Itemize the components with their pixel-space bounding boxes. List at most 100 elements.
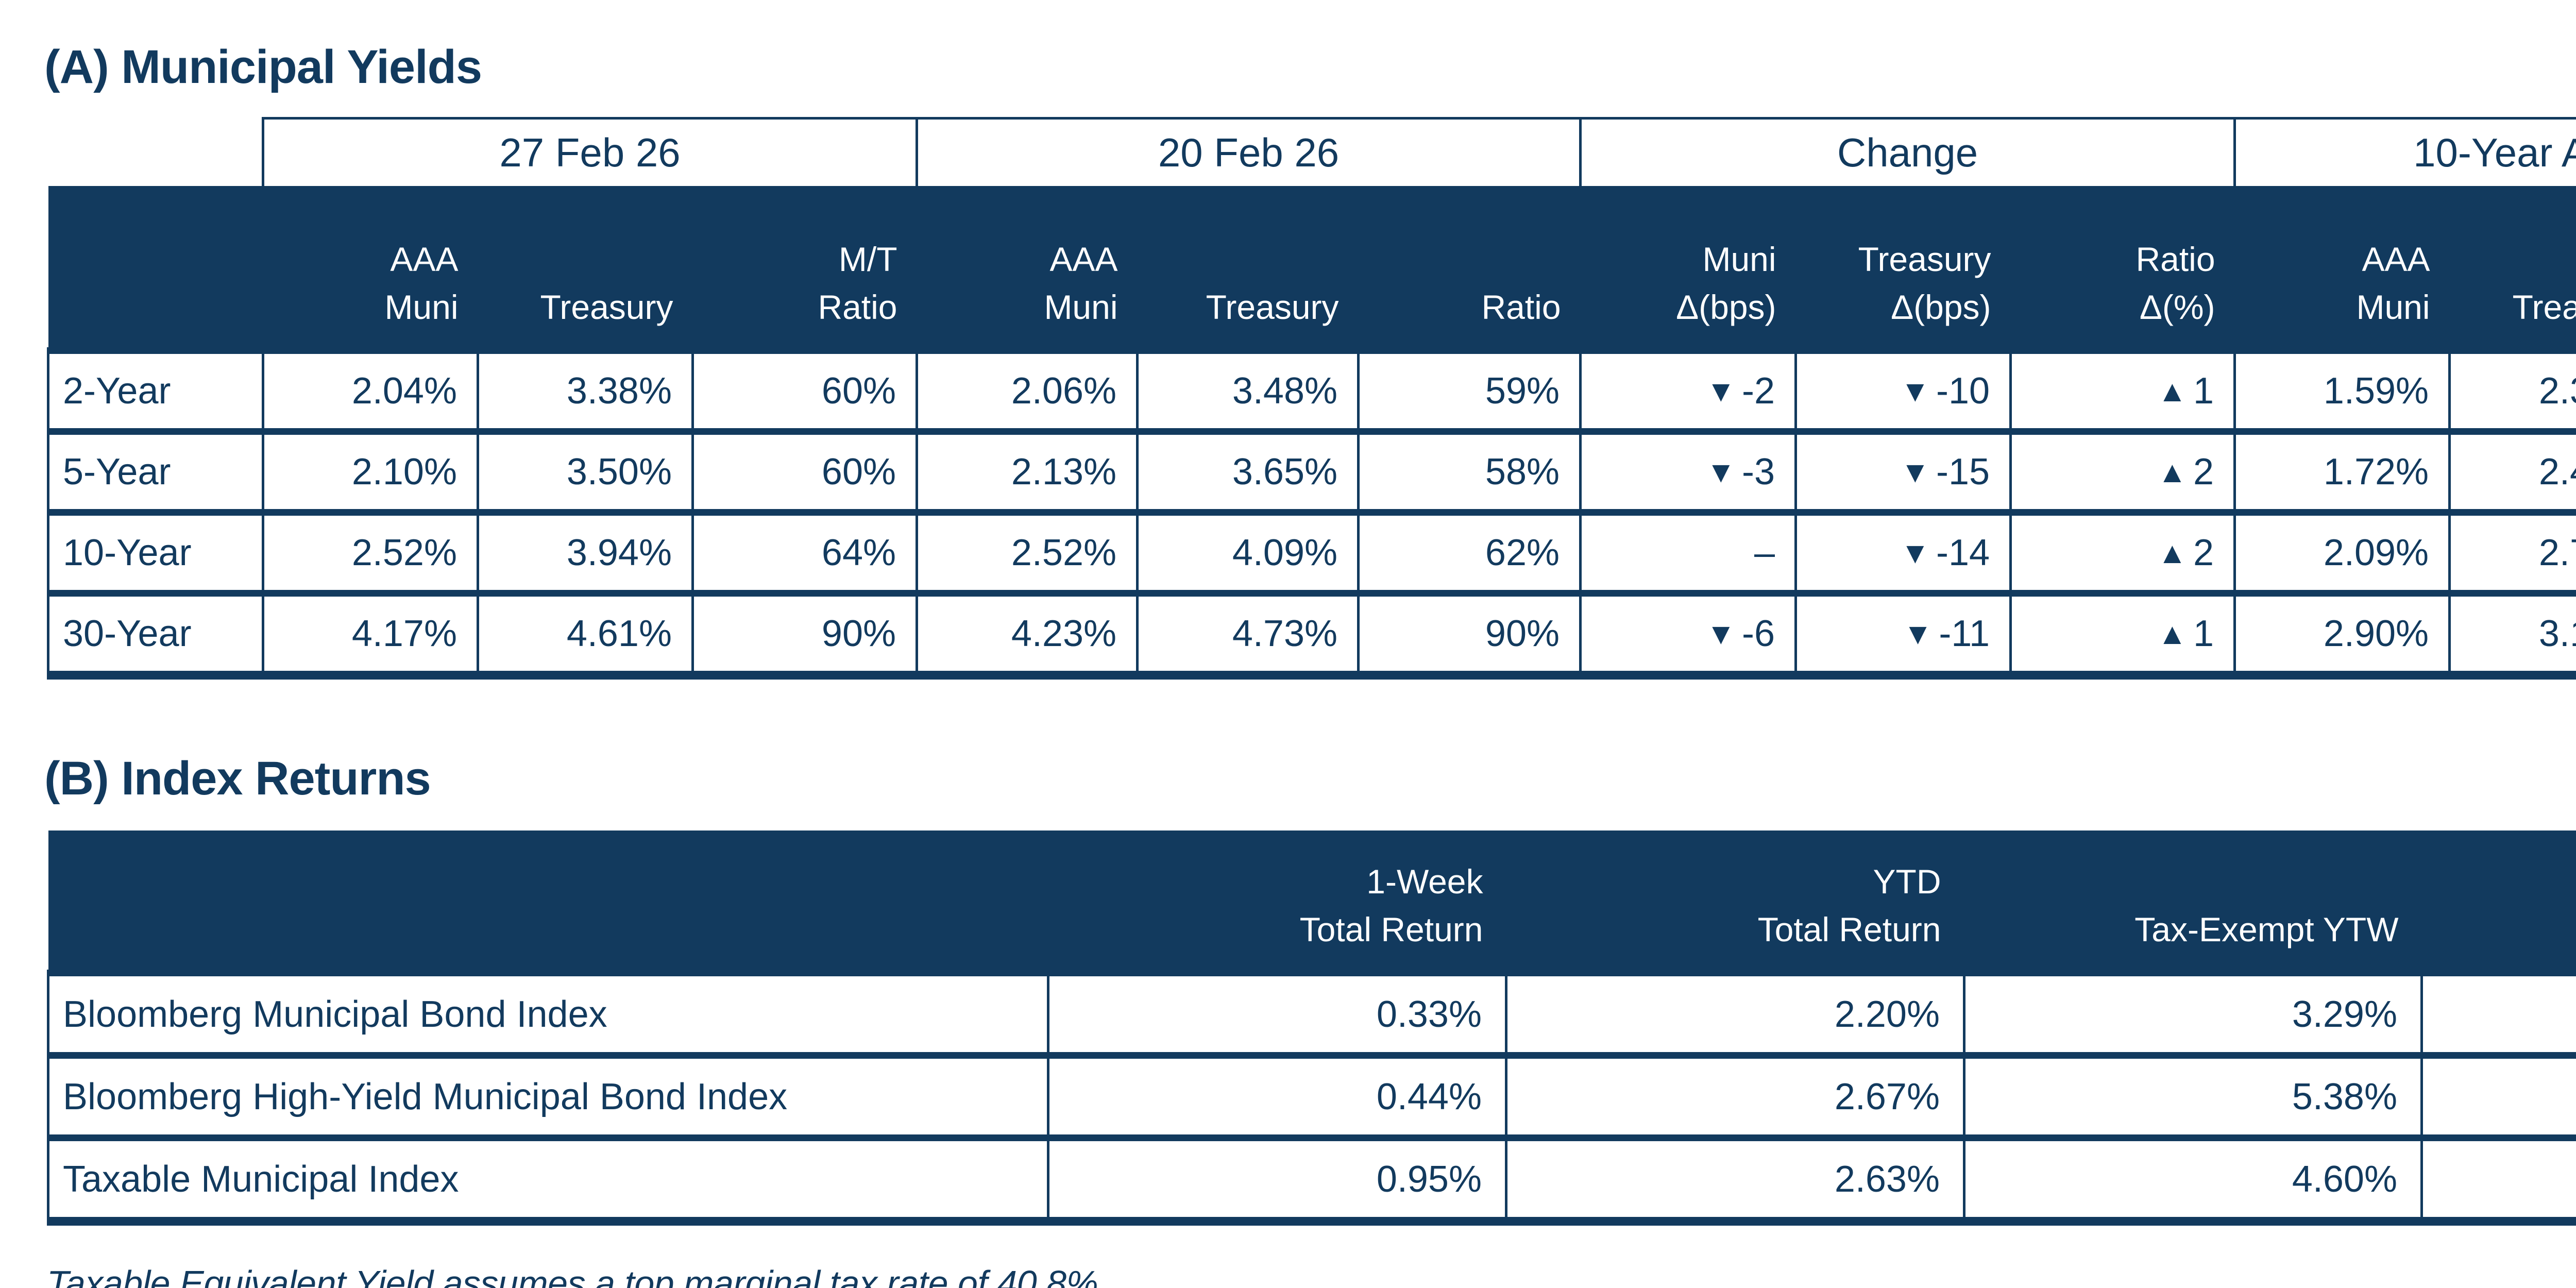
column-header-cell: Ratio Δ(%) [2010,186,2235,351]
change-cell: ▼ -2 [1579,347,1798,432]
return-value-cell: 4.60% [1963,1134,2423,1226]
column-header-cell: Treasury [2449,186,2576,351]
return-value-cell: 0.44% [1047,1052,1507,1138]
change-cell: ▼ -10 [1794,347,2012,432]
index-name-cell: Bloomberg Municipal Bond Index [47,970,1049,1056]
index-name-cell: Bloomberg High-Yield Municipal Bond Inde… [47,1052,1049,1138]
maturity-label: 30-Year [47,590,264,680]
group-header-current-week: 27 Feb 26 [261,117,919,186]
triangle-down-icon: ▼ [1706,375,1736,408]
yield-value-cell: 3.50% [477,428,694,513]
triangle-down-icon: ▼ [1706,455,1736,489]
average-value-cell: 2.36% [2448,347,2576,432]
return-value-cell: 0.33% [1047,970,1507,1056]
column-header-cell: Ratio [1358,186,1581,351]
section-a-title: (A) Municipal Yields [44,41,482,93]
change-cell: ▼ -6 [1579,590,1798,680]
change-cell: ▼ -14 [1794,509,2012,594]
return-value-cell: 9.09% [2420,1052,2576,1138]
change-cell: ▲ 2 [2009,428,2236,513]
index-name-cell: Taxable Municipal Index [47,1134,1049,1226]
average-value-cell: 2.48% [2448,428,2576,513]
change-cell: ▼ -3 [1579,428,1798,513]
triangle-down-icon: ▼ [1900,455,1930,489]
yield-value-cell: 4.73% [1136,590,1360,680]
municipal-yields-table: 27 Feb 26 20 Feb 26 Change 10-Year Avera… [47,117,2576,680]
table-row: 10-Year 2.52% 3.94% 64% 2.52% 4.09% 62% … [47,509,2576,594]
average-value-cell: 2.09% [2233,509,2451,594]
column-header-cell: Muni Δ(bps) [1580,186,1796,351]
change-cell: ▲ 1 [2009,590,2236,680]
yield-value-cell: 4.09% [1136,509,1360,594]
yield-value-cell: 58% [1357,428,1582,513]
average-value-cell: 1.72% [2233,428,2451,513]
average-value-cell: 1.59% [2233,347,2451,432]
change-cell: ▲ 1 [2009,347,2236,432]
triangle-down-icon: ▼ [1900,375,1930,408]
column-header-cell: AAA Muni [2234,186,2450,351]
column-header-spacer [48,831,1048,973]
yield-value-cell: 2.52% [262,509,479,594]
footnote: Taxable Equivalent Yield assumes a top m… [47,1263,1108,1288]
column-header-cell: M/T Ratio [692,186,917,351]
section-b-title: (B) Index Returns [44,752,431,805]
yield-value-cell: 2.13% [916,428,1139,513]
yield-value-cell: 4.17% [262,590,479,680]
yield-value-cell: 90% [691,590,919,680]
table-row: Bloomberg High-Yield Municipal Bond Inde… [47,1052,2576,1138]
column-header-cell: Treasury [478,186,693,351]
change-cell: ▼ -15 [1794,428,2012,513]
column-header-cell: AAA Muni [263,186,478,351]
table-row: Bloomberg Municipal Bond Index 0.33% 2.2… [47,970,2576,1056]
return-value-cell: 2.20% [1505,970,1965,1056]
yield-value-cell: 2.52% [916,509,1139,594]
yield-value-cell: 2.04% [262,347,479,432]
yield-value-cell: 59% [1357,347,1582,432]
table-row: Taxable Municipal Index 0.95% 2.63% 4.60… [47,1134,2576,1226]
yield-value-cell: 4.23% [916,590,1139,680]
table-row: 5-Year 2.10% 3.50% 60% 2.13% 3.65% 58% ▼… [47,428,2576,513]
column-header-row: 1-Week Total Return YTD Total Return Tax-E… [48,831,2576,973]
return-value-cell: 2.67% [1505,1052,1965,1138]
column-header-cell: Treasury [1137,186,1359,351]
column-header-row: AAA Muni Treasury M/T Ratio AAA Muni Treasu… [48,186,2576,351]
triangle-up-icon: ▲ [2157,455,2187,489]
table-row: 30-Year 4.17% 4.61% 90% 4.23% 4.73% 90% … [47,590,2576,680]
group-header-10yr-average: 10-Year Average [2233,117,2576,186]
yield-value-cell: 3.48% [1136,347,1360,432]
yield-value-cell: 62% [1357,509,1582,594]
group-header-row: 27 Feb 26 20 Feb 26 Change 10-Year Avera… [48,117,2576,186]
group-header-prior-week: 20 Feb 26 [916,117,1582,186]
column-header-cell: YTD Total Return [1506,831,1964,973]
yield-value-cell: 2.06% [916,347,1139,432]
yield-value-cell: 60% [691,347,919,432]
triangle-down-icon: ▼ [1903,617,1933,651]
change-cell: – [1579,509,1798,594]
change-cell: ▼ -11 [1794,590,2012,680]
index-returns-table: 1-Week Total Return YTD Total Return Tax-E… [47,831,2576,1226]
group-header-spacer [48,118,263,186]
column-header-spacer [48,186,263,351]
yield-value-cell: 90% [1357,590,1582,680]
column-header-cell: 1-Week Total Return [1048,831,1506,973]
average-value-cell: 3.15% [2448,590,2576,680]
maturity-label: 5-Year [47,428,264,513]
column-header-cell: AAA Muni [917,186,1138,351]
average-value-cell: 2.73% [2448,509,2576,594]
yield-value-cell: 3.94% [477,509,694,594]
return-value-cell: 0.95% [1047,1134,1507,1226]
return-value-cell: 2.63% [1505,1134,1965,1226]
average-value-cell: 2.90% [2233,590,2451,680]
maturity-label: 10-Year [47,509,264,594]
triangle-up-icon: ▲ [2157,617,2187,651]
column-header-cell: Treasury Δ(bps) [1795,186,2011,351]
return-value-cell: 4.60% [2420,1134,2576,1226]
yield-value-cell: 60% [691,428,919,513]
yield-value-cell: 64% [691,509,919,594]
yield-value-cell: 2.10% [262,428,479,513]
triangle-up-icon: ▲ [2157,375,2187,408]
return-value-cell: 3.29% [1963,970,2423,1056]
triangle-down-icon: ▼ [1900,536,1930,570]
